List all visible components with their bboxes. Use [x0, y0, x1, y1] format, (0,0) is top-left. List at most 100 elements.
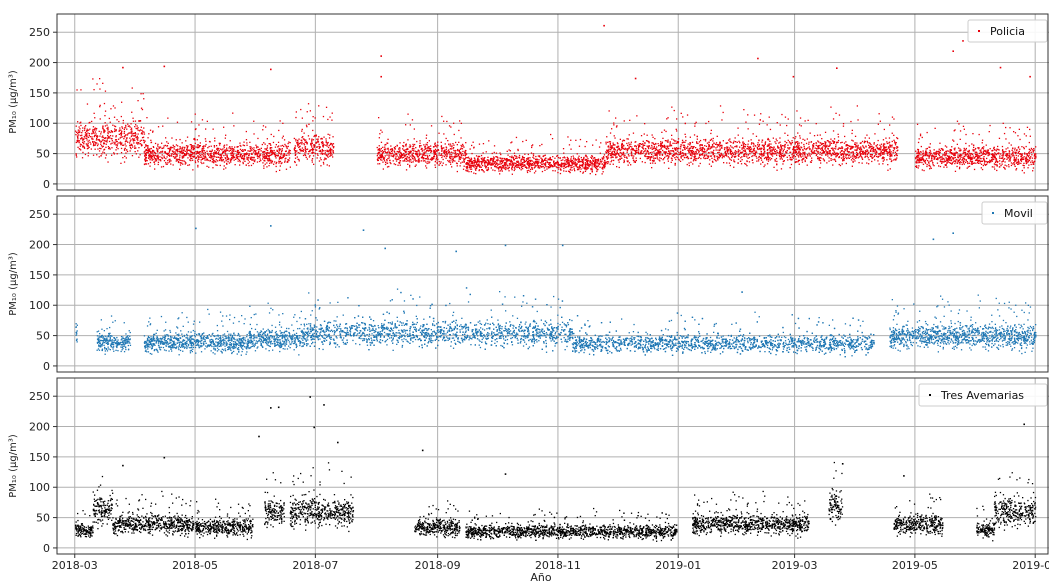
data-point: [778, 154, 780, 156]
data-point: [862, 150, 864, 152]
data-point: [139, 129, 142, 131]
data-point: [134, 139, 136, 142]
data-point: [754, 145, 756, 147]
data-point: [593, 162, 595, 165]
data-point: [301, 128, 303, 131]
data-point: [516, 164, 518, 166]
data-point: [773, 146, 775, 148]
data-point: [284, 161, 286, 163]
data-point: [424, 147, 426, 149]
data-point: [676, 153, 678, 156]
data-point: [529, 159, 531, 162]
data-point: [304, 154, 306, 156]
data-point: [536, 162, 538, 165]
data-point: [219, 164, 221, 167]
data-point: [263, 165, 265, 167]
data-point: [191, 151, 194, 154]
data-point: [179, 138, 181, 141]
data-point: [696, 149, 698, 151]
data-point: [894, 155, 896, 157]
data-point: [104, 122, 106, 124]
data-point: [860, 146, 862, 148]
data-point: [147, 152, 149, 154]
data-point: [451, 159, 453, 161]
data-point: [266, 166, 268, 168]
data-point: [677, 158, 680, 160]
data-point: [688, 164, 690, 167]
data-point: [167, 162, 169, 164]
data-point: [418, 150, 420, 152]
data-point: [473, 147, 475, 149]
data-point: [789, 156, 791, 159]
data-point: [328, 152, 330, 155]
data-point: [266, 157, 268, 159]
data-point: [153, 154, 155, 156]
data-point: [297, 144, 299, 146]
data-point: [445, 157, 447, 159]
data-point: [511, 155, 513, 157]
data-point: [590, 169, 592, 171]
data-point: [694, 159, 696, 161]
data-point: [536, 160, 538, 162]
data-point: [678, 151, 680, 154]
data-point: [276, 150, 278, 152]
data-point: [221, 149, 223, 151]
data-point: [199, 145, 201, 147]
data-point: [213, 146, 216, 148]
data-point: [196, 139, 198, 141]
data-point: [504, 162, 506, 165]
data-point: [136, 125, 138, 127]
data-point: [231, 151, 234, 153]
data-point: [462, 150, 464, 153]
data-point: [474, 157, 476, 160]
data-point: [266, 147, 268, 149]
data-point: [575, 162, 577, 164]
data-point: [319, 150, 322, 153]
data-point: [215, 156, 218, 158]
data-point: [138, 120, 140, 122]
data-point: [566, 156, 568, 159]
data-point: [393, 163, 395, 165]
data-point: [281, 148, 283, 150]
data-point: [632, 148, 634, 151]
data-point: [442, 151, 445, 153]
data-point: [571, 163, 573, 165]
data-point: [503, 157, 506, 160]
data-point: [568, 144, 571, 146]
data-point: [389, 161, 391, 164]
data-point: [519, 164, 522, 166]
data-point: [133, 138, 135, 140]
data-point: [327, 154, 329, 156]
data-point: [204, 151, 206, 154]
data-point: [107, 146, 110, 148]
data-point: [233, 148, 235, 150]
data-point: [288, 151, 290, 154]
data-point: [167, 147, 169, 150]
data-point: [776, 160, 778, 163]
data-point: [260, 150, 262, 152]
data-point: [425, 143, 427, 145]
data-point: [632, 157, 634, 159]
data-point: [532, 164, 535, 166]
data-point: [460, 156, 462, 159]
data-point: [194, 161, 197, 164]
data-point: [700, 144, 702, 146]
data-point: [175, 154, 177, 156]
data-point: [284, 154, 286, 156]
data-point: [706, 148, 709, 150]
data-point: [572, 161, 574, 163]
data-point: [190, 158, 192, 160]
data-point: [145, 144, 147, 146]
data-point: [224, 137, 226, 139]
data-point: [311, 152, 313, 154]
data-point: [787, 147, 789, 149]
data-point: [253, 133, 255, 135]
data-point: [545, 162, 547, 164]
data-point: [87, 145, 89, 147]
data-point: [607, 161, 610, 163]
data-point: [549, 165, 551, 167]
data-point: [740, 163, 743, 165]
data-point: [115, 144, 117, 146]
data-point: [378, 145, 380, 147]
data-point: [262, 154, 264, 156]
